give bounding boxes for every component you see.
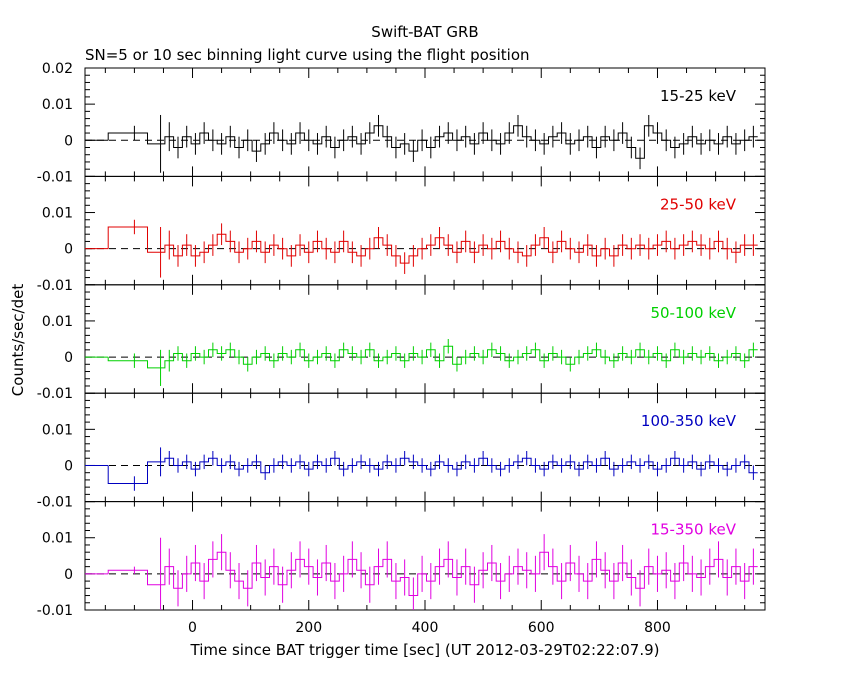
panel-1: 0.01 0 -0.01 25-50 keV bbox=[37, 175, 766, 294]
band-label: 15-350 keV bbox=[650, 521, 736, 539]
y-tick-label: 0.01 bbox=[42, 97, 73, 113]
y-tick-label: 0.01 bbox=[42, 314, 73, 330]
x-tick-label: 400 bbox=[412, 620, 439, 636]
panel-2: 0.01 0 -0.01 50-100 keV bbox=[37, 284, 766, 402]
y-tick-label: 0 bbox=[64, 567, 73, 583]
y-axis-label: Counts/sec/det bbox=[9, 284, 27, 397]
y-tick-label: 0 bbox=[64, 350, 73, 366]
y-tick-label: -0.01 bbox=[37, 169, 73, 185]
band-label: 15-25 keV bbox=[660, 87, 737, 105]
x-axis-label: Time since BAT trigger time [sec] (UT 20… bbox=[190, 641, 660, 659]
panels-group: 0.02 0.01 0 -0.01 15-25 keV 0.01 0 -0.01 25-50 k… bbox=[37, 61, 766, 636]
light-curve-step bbox=[107, 125, 758, 159]
x-tick-label: 0 bbox=[188, 620, 197, 636]
light-curve-step bbox=[107, 345, 758, 369]
panel-frame bbox=[84, 67, 766, 177]
y-tick-label: 0.01 bbox=[42, 531, 73, 547]
panel-3: 0.01 0 -0.01 100-350 keV bbox=[37, 392, 766, 511]
x-tick-label: 600 bbox=[528, 620, 555, 636]
y-tick-label: -0.01 bbox=[37, 386, 73, 402]
chart-title: Swift-BAT GRB bbox=[371, 23, 478, 41]
y-tick-label: 0.01 bbox=[42, 422, 73, 438]
panel-frame bbox=[84, 284, 766, 394]
y-tick-label: -0.01 bbox=[37, 278, 73, 294]
x-tick-label: 800 bbox=[644, 620, 671, 636]
y-tick-label: 0.02 bbox=[42, 61, 73, 77]
light-curve-step bbox=[107, 551, 758, 596]
panel-4: 0.01 0 -0.01 15-350 keV bbox=[37, 501, 766, 619]
y-tick-label: 0 bbox=[64, 133, 73, 149]
panel-frame bbox=[84, 392, 766, 503]
panel-0: 0.02 0.01 0 -0.01 15-25 keV bbox=[37, 61, 766, 185]
band-label: 100-350 keV bbox=[641, 412, 737, 430]
y-tick-label: -0.01 bbox=[37, 603, 73, 619]
y-tick-label: 0 bbox=[64, 242, 73, 258]
y-tick-label: 0 bbox=[64, 458, 73, 474]
chart-subtitle: SN=5 or 10 sec binning light curve using… bbox=[85, 46, 530, 64]
y-tick-label: -0.01 bbox=[37, 495, 73, 511]
light-curve-step bbox=[107, 226, 758, 264]
light-curve-step bbox=[107, 457, 758, 484]
band-label: 25-50 keV bbox=[660, 195, 737, 213]
panel-frame bbox=[84, 175, 766, 286]
band-label: 50-100 keV bbox=[650, 304, 736, 322]
y-tick-label: 0.01 bbox=[42, 206, 73, 222]
x-tick-label: 200 bbox=[295, 620, 322, 636]
